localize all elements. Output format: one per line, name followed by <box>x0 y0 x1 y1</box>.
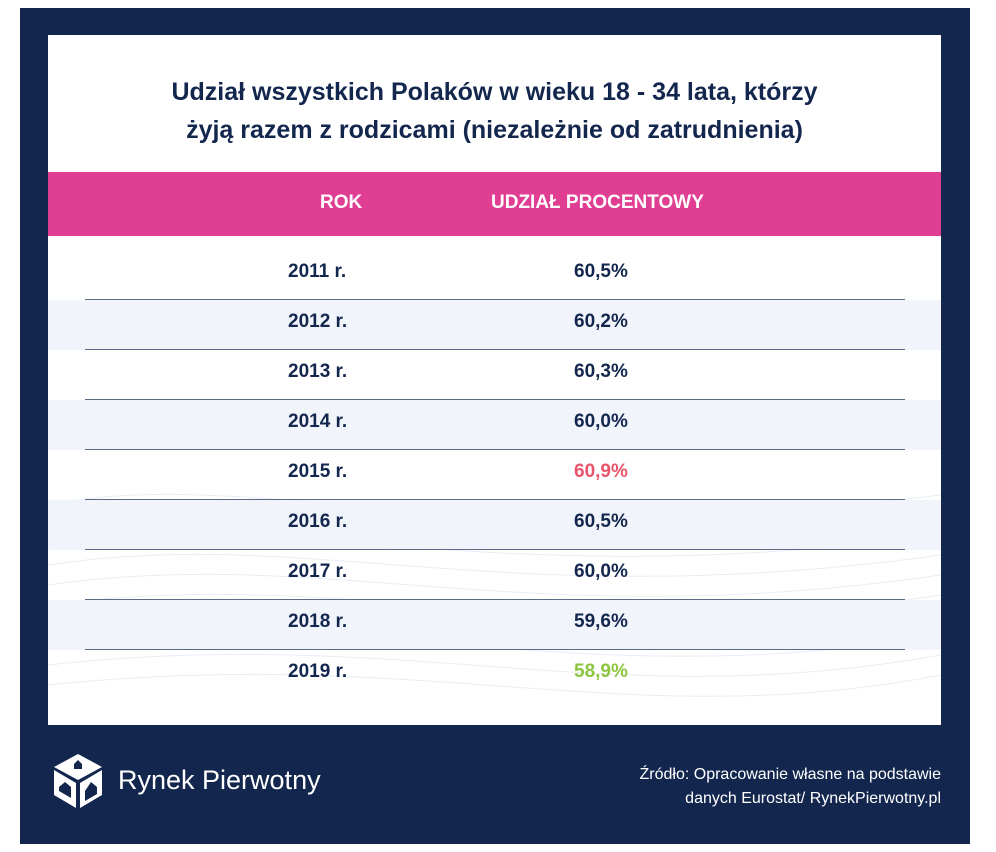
row-band <box>48 400 941 450</box>
row-value: 60,0% <box>574 561 628 582</box>
table-card: Udział wszystkich Polaków w wieku 18 - 3… <box>48 35 941 725</box>
row-value: 60,5% <box>574 511 628 532</box>
row-divider <box>85 349 905 350</box>
table-row: 2015 r. 60,9% <box>48 450 941 500</box>
column-header-year: ROK <box>320 192 363 213</box>
column-header-share: UDZIAŁ PROCENTOWY <box>491 192 704 213</box>
row-year: 2015 r. <box>288 461 348 482</box>
table-row: 2014 r. 60,0% <box>48 400 941 450</box>
row-year: 2018 r. <box>288 611 348 632</box>
table-row: 2013 r. 60,3% <box>48 350 941 400</box>
row-divider <box>85 299 905 300</box>
table-row: 2012 r. 60,2% <box>48 300 941 350</box>
row-divider <box>85 599 905 600</box>
row-year: 2019 r. <box>288 661 348 682</box>
source-note: Źródło: Opracowanie własne na podstawie … <box>521 763 942 811</box>
row-divider <box>85 499 905 500</box>
source-line-2: danych Eurostat/ RynekPierwotny.pl <box>685 790 941 807</box>
row-year: 2011 r. <box>288 261 347 282</box>
table-row: 2019 r. 58,9% <box>48 650 941 700</box>
row-divider <box>85 549 905 550</box>
title-line-2: żyją razem z rodzicami (niezależnie od z… <box>186 116 803 144</box>
row-year: 2014 r. <box>288 411 348 432</box>
table-title: Udział wszystkich Polaków w wieku 18 - 3… <box>48 73 941 149</box>
row-value: 58,9% <box>574 661 628 682</box>
row-year: 2012 r. <box>288 311 348 332</box>
row-year: 2017 r. <box>288 561 348 582</box>
row-band <box>48 500 941 550</box>
source-line-1: Źródło: Opracowanie własne na podstawie <box>639 766 942 783</box>
table-row: 2016 r. 60,5% <box>48 500 941 550</box>
row-year: 2016 r. <box>288 511 348 532</box>
brand-name: Rynek Pierwotny <box>118 765 321 795</box>
table-row: 2011 r. 60,5% <box>48 250 941 300</box>
row-value: 60,0% <box>574 411 628 432</box>
title-line-1: Udział wszystkich Polaków w wieku 18 - 3… <box>171 78 818 106</box>
row-band <box>48 600 941 650</box>
row-value: 60,2% <box>574 311 628 332</box>
row-year: 2013 r. <box>288 361 348 382</box>
row-divider <box>85 399 905 400</box>
row-divider <box>85 449 905 450</box>
row-value: 60,9% <box>574 461 628 482</box>
table-row: 2018 r. 59,6% <box>48 600 941 650</box>
table-header: ROK UDZIAŁ PROCENTOWY <box>48 172 941 236</box>
row-value: 59,6% <box>574 611 628 632</box>
cube-houses-icon <box>54 754 102 808</box>
row-value: 60,5% <box>574 261 628 282</box>
row-value: 60,3% <box>574 361 628 382</box>
row-divider <box>85 649 905 650</box>
row-band <box>48 300 941 350</box>
table-row: 2017 r. 60,0% <box>48 550 941 600</box>
